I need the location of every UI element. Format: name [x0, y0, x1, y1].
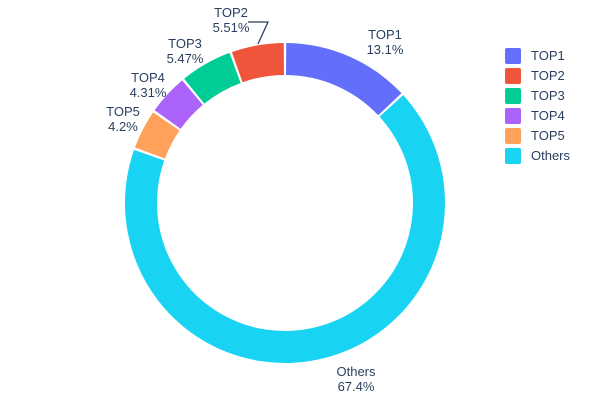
legend-item-top4[interactable]: TOP4: [505, 107, 570, 124]
slice-top4[interactable]: [154, 80, 203, 129]
legend-item-others[interactable]: Others: [505, 147, 570, 164]
legend-swatch-icon-others: [505, 147, 521, 164]
legend-swatch-icon-top3: [505, 87, 521, 104]
legend-label-others: Others: [531, 148, 571, 163]
slice-top2[interactable]: [231, 43, 284, 83]
legend-swatch-icon-top5: [505, 127, 521, 144]
legend-swatch-icon-top4: [505, 107, 521, 124]
legend-item-top3[interactable]: TOP3: [505, 87, 570, 104]
slice-top3[interactable]: [184, 52, 241, 104]
slice-top5[interactable]: [134, 112, 180, 159]
legend-label-top4: TOP4: [531, 108, 565, 123]
legend-item-top2[interactable]: TOP2: [505, 67, 570, 84]
legend-label-top3: TOP3: [531, 88, 565, 103]
legend-item-top5[interactable]: TOP5: [505, 127, 570, 144]
top2-leader-line: [248, 21, 270, 45]
legend-label-top5: TOP5: [531, 128, 565, 143]
legend-swatch-icon-top2: [505, 67, 521, 84]
legend-label-top2: TOP2: [531, 68, 565, 83]
legend-swatch-icon-top1: [505, 47, 521, 64]
slice-top1[interactable]: [286, 43, 402, 116]
legend-item-top1[interactable]: TOP1: [505, 47, 570, 64]
slice-others[interactable]: [124, 95, 445, 363]
chart-legend: TOP1 TOP2 TOP3 TOP4 TOP5 Others: [505, 47, 570, 164]
legend-label-top1: TOP1: [531, 48, 565, 63]
